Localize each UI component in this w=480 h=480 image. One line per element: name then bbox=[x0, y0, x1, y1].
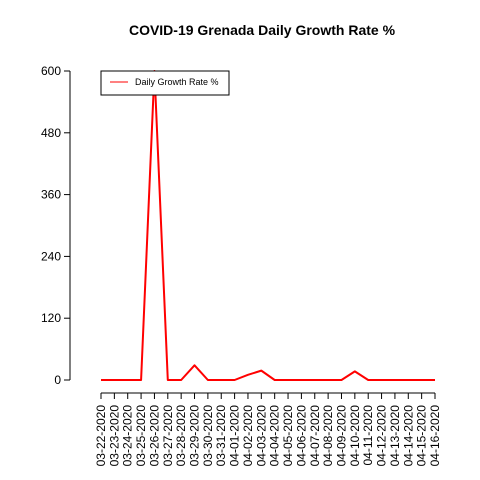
x-tick-label: 04-15-2020 bbox=[415, 405, 429, 467]
x-tick-label: 04-09-2020 bbox=[334, 405, 348, 467]
x-tick-label: 03-26-2020 bbox=[147, 405, 161, 467]
x-tick-label: 03-28-2020 bbox=[174, 405, 188, 467]
x-tick-label: 04-02-2020 bbox=[241, 405, 255, 467]
chart-title: COVID-19 Grenada Daily Growth Rate % bbox=[129, 22, 396, 38]
x-tick-label: 04-13-2020 bbox=[388, 405, 402, 467]
x-tick-label: 04-06-2020 bbox=[294, 405, 308, 467]
series-line bbox=[101, 70, 435, 381]
x-tick-label: 04-08-2020 bbox=[321, 405, 335, 467]
x-tick-label: 04-01-2020 bbox=[228, 405, 242, 467]
x-tick-label: 04-11-2020 bbox=[361, 405, 375, 466]
x-tick-label: 04-14-2020 bbox=[401, 405, 415, 467]
x-tick-label: 03-23-2020 bbox=[107, 405, 121, 467]
x-tick-label: 04-10-2020 bbox=[348, 405, 362, 467]
x-tick-label: 04-12-2020 bbox=[375, 405, 389, 467]
x-tick-label: 03-31-2020 bbox=[214, 405, 228, 467]
y-tick-label: 120 bbox=[41, 311, 61, 325]
legend-label: Daily Growth Rate % bbox=[135, 77, 219, 87]
x-tick-label: 04-07-2020 bbox=[308, 405, 322, 467]
x-tick-label: 04-04-2020 bbox=[268, 405, 282, 467]
y-tick-label: 0 bbox=[54, 373, 61, 387]
y-tick-label: 600 bbox=[41, 64, 61, 78]
series-group bbox=[101, 70, 435, 381]
x-axis: 03-22-2020 03-23-2020 03-24-2020 03-25-2020… bbox=[94, 392, 442, 467]
y-tick-label: 480 bbox=[41, 126, 61, 140]
y-tick-label: 240 bbox=[41, 249, 61, 263]
x-tick-label: 04-03-2020 bbox=[254, 405, 268, 467]
x-tick-label: 03-29-2020 bbox=[188, 405, 202, 467]
y-tick-label: 360 bbox=[41, 188, 61, 202]
x-tick-label: 04-05-2020 bbox=[281, 405, 295, 467]
x-tick-label: 03-24-2020 bbox=[121, 405, 135, 467]
x-tick-label: 03-25-2020 bbox=[134, 405, 148, 467]
legend: Daily Growth Rate % bbox=[100, 70, 230, 96]
x-tick-label: 03-27-2020 bbox=[161, 405, 175, 467]
x-tick-label: 03-22-2020 bbox=[94, 405, 108, 467]
x-tick-label: 04-16-2020 bbox=[428, 405, 442, 467]
x-tick-label: 03-30-2020 bbox=[201, 405, 215, 467]
legend-box bbox=[100, 70, 230, 96]
y-axis: 0 120 240 360 480 600 bbox=[41, 64, 71, 387]
